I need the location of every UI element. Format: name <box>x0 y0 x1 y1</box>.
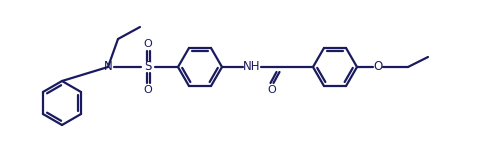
Text: O: O <box>144 39 153 49</box>
Text: N: N <box>104 60 112 73</box>
Text: O: O <box>144 85 153 95</box>
Text: NH: NH <box>243 60 261 73</box>
Text: O: O <box>373 60 382 73</box>
Text: O: O <box>268 85 277 95</box>
Text: S: S <box>144 60 152 73</box>
